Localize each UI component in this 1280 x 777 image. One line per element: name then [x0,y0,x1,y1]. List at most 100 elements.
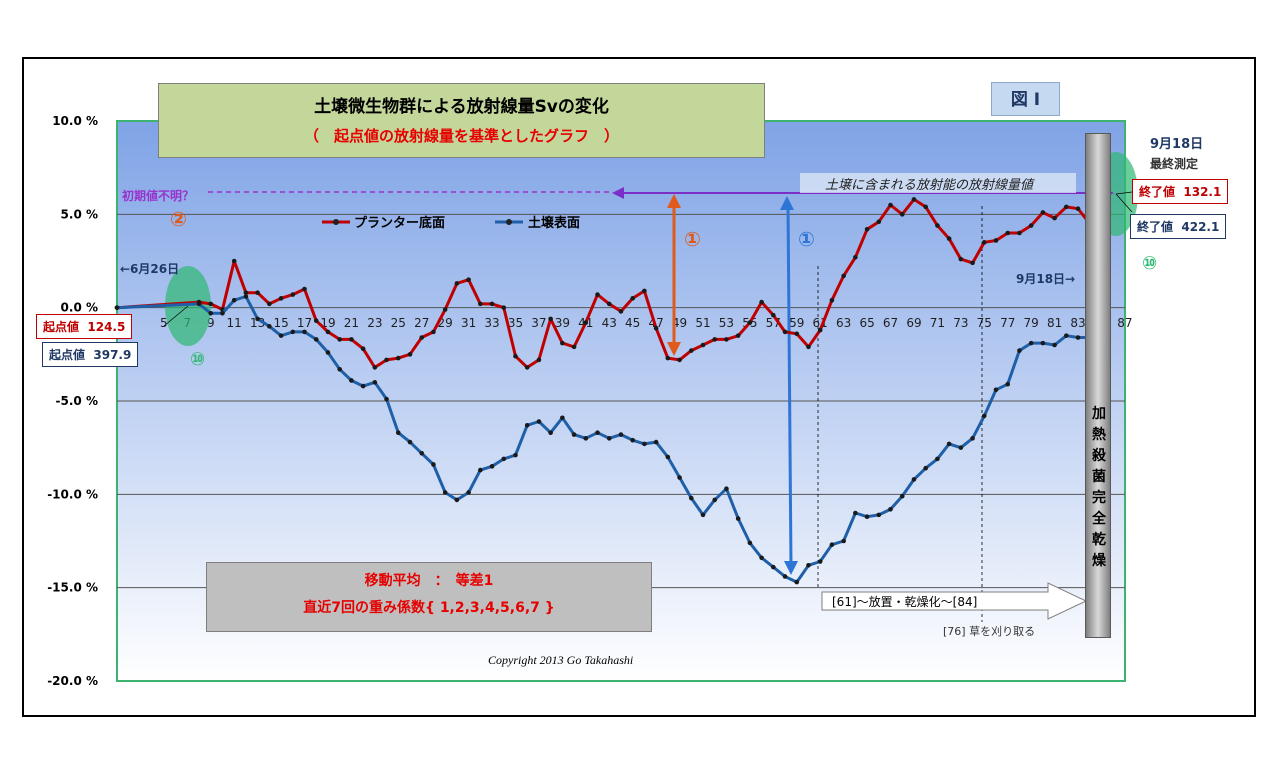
series-1-point [911,477,917,482]
series-0-point [513,353,518,359]
series-1-point [384,396,389,402]
series-1-point [688,495,694,501]
end-blue-value: 422.1 [1181,220,1220,234]
series-1-point [665,454,671,460]
end-red-leader [1115,191,1133,195]
x-tick-label: 81 [1047,316,1062,330]
series-1-point [677,475,682,480]
x-tick-label: 83 [1070,316,1085,330]
series-1-point [935,456,940,462]
end-blue-label-text: 終了値 [1137,220,1174,234]
series-0-point [712,337,718,342]
y-tick-label: 10.0 % [52,114,98,128]
start-red-value: 124.5 [87,320,126,334]
end-date-text: 9月18日→ [1016,272,1075,286]
series-0-point [1052,215,1057,221]
legend-blue-label: 土壌表面 [528,215,580,231]
series-0-point [595,292,600,297]
series-0-point [993,238,999,243]
series-0-point [724,337,729,342]
series-0-point [255,290,260,296]
y-tick-label: 5.0 % [61,207,98,221]
series-0-point [1040,210,1046,215]
series-1-point [196,301,202,307]
initial-unknown-text: 初期値不明？ [122,188,194,203]
series-1-point [853,510,858,516]
series-0-point [489,301,495,307]
series-1-point [524,422,530,428]
x-tick-label: 27 [414,316,429,330]
series-1-point [653,439,659,445]
series-1-point [489,464,495,469]
series-1-point [759,555,764,561]
chart-subtitle: （ 起点値の放射線量を基準としたグラフ ） [303,127,619,145]
series-1-point [243,294,249,299]
series-0-point [653,325,659,331]
series-1-point [606,436,612,441]
red-range-arrow-head-bottom [667,342,681,356]
end-red-label-text: 終了値 [1139,185,1176,199]
reference-arrow-head-left [612,187,624,199]
series-1-point [431,462,436,467]
series-1-point [395,430,401,436]
series-1-point [841,538,846,544]
series-1-point [302,329,307,335]
series-0-point [876,219,882,225]
circle1-blue-mark: ① [798,227,815,251]
series-0-point [981,240,987,245]
series-0-point [243,290,249,296]
x-tick-label: 45 [625,316,640,330]
start-date-text: ←6月26日 [120,262,179,276]
series-1-point [970,436,975,441]
series-0-point [431,329,436,335]
blue-range-arrow-head-bottom [784,561,798,575]
series-1-point [806,562,811,568]
y-tick-label: -5.0 % [56,394,98,408]
series-0-point [384,357,389,363]
series-1-point [595,430,600,436]
series-0-point [442,307,448,312]
series-0-point [806,344,811,350]
legend-red-marker [333,219,339,225]
series-1-point [923,465,928,471]
series-1-point [864,514,870,520]
series-0-point [290,292,296,297]
series-0-point [700,342,706,348]
series-1-point [583,436,589,441]
series-1-point [899,493,905,499]
series-0-point [794,331,800,337]
start-label-leader [163,305,189,327]
x-tick-label: 49 [672,316,687,330]
start-blue-label-text: 起点値 [49,348,86,362]
x-tick-label: 79 [1024,316,1039,330]
series-0-point [630,296,635,301]
series-1-point [724,486,729,492]
series-1-point [267,324,272,329]
moving-average-line1: 移動平均 ： 等差1 [364,573,494,589]
series-0-point [1017,230,1022,236]
series-0-point [360,346,366,352]
x-tick-label: 21 [344,316,359,330]
series-0-point [618,309,624,314]
series-1-point [981,413,987,419]
series-1-point [290,329,296,335]
end-red-label: 終了値 132.1 [1132,179,1229,204]
series-1-point [771,564,776,570]
start-red-label: 起点値 124.5 [36,314,133,339]
series-0-point [1064,204,1069,210]
series-0-point [278,296,284,301]
sterilize-bar: 加熱殺菌完全乾燥 [1085,133,1111,638]
final-measure-text: 最終測定 [1150,156,1198,171]
series-0-point [841,273,846,279]
series-1-point [231,297,237,303]
series-1-point [700,512,706,518]
series-0-point [478,301,483,307]
end-red-value: 132.1 [1183,185,1222,199]
series-1-point [794,579,800,585]
series-1-point [571,432,577,437]
series-1-point [630,437,635,443]
series-0-point [829,297,835,303]
x-tick-label: 17 [297,316,312,330]
series-0-point [864,226,870,232]
start-blue-value: 397.9 [93,348,132,362]
